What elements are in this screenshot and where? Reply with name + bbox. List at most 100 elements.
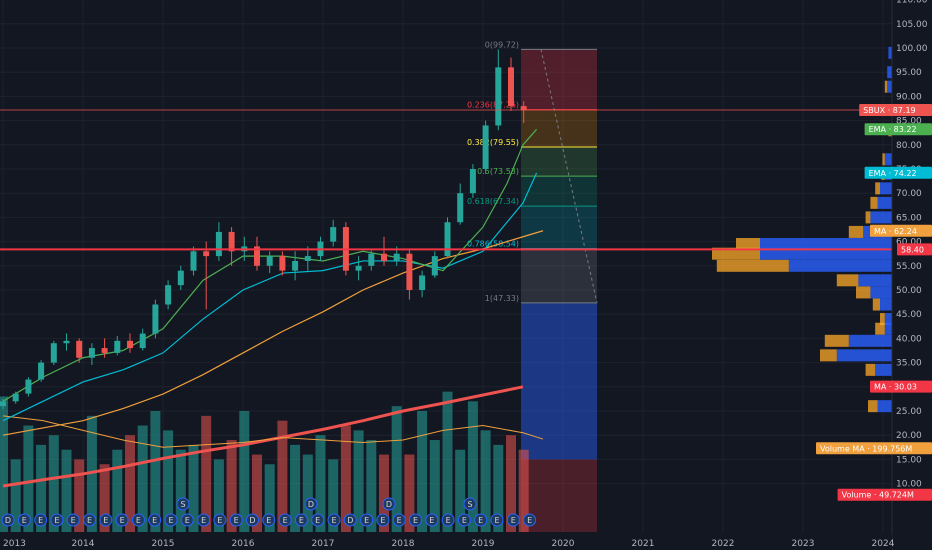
ema-fast-line — [2, 128, 538, 402]
earnings-marker — [131, 513, 145, 527]
volume-profile-row-buy — [880, 313, 885, 326]
candle-body — [393, 253, 400, 261]
candle-body — [482, 125, 489, 169]
candle-body — [88, 348, 95, 358]
price-tick-label: 50.00 — [896, 286, 922, 296]
earnings-marker-label: E — [87, 516, 92, 525]
earnings-marker-label: E — [413, 516, 418, 525]
volume-profile-row-buy — [875, 182, 880, 195]
earnings-marker — [83, 513, 96, 527]
candle-body — [50, 343, 57, 363]
time-tick-label: 2021 — [632, 539, 655, 549]
time-tick-label: 2014 — [72, 539, 95, 549]
fibonacci-retracement[interactable]: 0(99.72) 0.236(87.26) 0.382(79.55) 0.5(73.5… — [467, 40, 598, 532]
price-axis-bg — [892, 0, 932, 550]
volume-profile-row-sell — [760, 247, 892, 260]
earnings-marker-label: E — [22, 516, 27, 525]
fib-band — [521, 176, 597, 207]
candle-body — [114, 340, 121, 353]
candle-body — [355, 265, 362, 271]
time-axis[interactable]: 2013 2014 2015 2016 2017 2018 2019 2020 2021 2022… — [0, 534, 895, 550]
price-tick-label: 25.00 — [896, 407, 922, 417]
volume-short-ma-line — [2, 415, 544, 448]
price-axis[interactable]: 10.0015.0020.0025.0030.0035.0040.0045.00… — [891, 0, 932, 550]
price-axis-badge-text: Volume · 49.724M — [842, 491, 914, 500]
candle-body — [444, 222, 451, 257]
volume-bar — [429, 440, 440, 532]
earnings-marker — [278, 513, 292, 527]
volume-bar — [36, 444, 47, 532]
candle-body — [330, 227, 337, 242]
volume-bar — [163, 430, 174, 532]
volume-bar — [188, 444, 199, 532]
dividend-marker — [382, 497, 396, 511]
fib-band — [521, 206, 597, 249]
volume-profile-row-buy — [865, 363, 876, 376]
earnings-marker-label: E — [120, 516, 125, 525]
candle-body — [165, 285, 172, 305]
time-tick-label: 2016 — [232, 539, 255, 549]
volume-profile-row-buy — [820, 349, 837, 362]
time-axis-bg — [0, 534, 892, 550]
volume-profile-row-sell — [888, 46, 892, 59]
candle-body — [520, 106, 527, 110]
earnings-marker — [262, 513, 276, 527]
price-tick-label: 110.00 — [896, 0, 928, 6]
candle-body — [406, 253, 413, 290]
dividend-marker-label: D — [386, 500, 392, 509]
volume-bar — [112, 449, 123, 532]
price-axis-badge-text: MA · 62.24 — [874, 227, 917, 236]
fib-band — [521, 248, 597, 303]
price-axis-badge — [837, 488, 932, 501]
earnings-marker — [392, 513, 406, 527]
volume-bar — [417, 411, 428, 532]
volume-profile-row-sell — [884, 153, 892, 166]
earnings-marker — [474, 513, 488, 527]
fib-level-label: 1(47.33) — [485, 294, 519, 303]
earnings-marker — [229, 513, 243, 527]
price-tick-label: 40.00 — [896, 334, 922, 344]
price-axis-badge — [897, 243, 932, 256]
price-axis-labels: SBUX · 87.19 EMA · 83.22 EMA · 74.22 MA · 6… — [816, 104, 932, 501]
volume-bar — [23, 425, 34, 532]
volume-ma-line — [2, 385, 524, 488]
volume-profile-row-buy — [884, 80, 888, 93]
dividend-marker — [463, 497, 477, 511]
earnings-marker — [115, 513, 129, 527]
event-markers[interactable]: D E E E E E E E E E E E E E E D E E E E E D E E E E E E E E E E ES D D S — [1, 497, 537, 527]
horizontal-lines[interactable] — [0, 109, 892, 251]
price-tick-label: 100.00 — [896, 44, 928, 54]
earnings-marker-label: E — [283, 516, 288, 525]
volume-profile-row-buy — [824, 334, 849, 347]
price-axis-badge-text: SBUX · 87.19 — [863, 106, 915, 115]
price-tick-label: 35.00 — [896, 359, 922, 369]
earnings-marker — [376, 513, 390, 527]
earnings-marker — [50, 513, 64, 527]
volume-bar — [290, 444, 301, 532]
volume-profile-row-sell — [884, 322, 892, 335]
earnings-marker — [66, 513, 80, 527]
earnings-marker — [148, 513, 162, 527]
candle-body — [381, 253, 387, 261]
earnings-marker — [441, 513, 455, 527]
candle-body — [177, 270, 184, 286]
price-axis-badge-text: EMA · 83.22 — [869, 125, 917, 134]
dividend-marker — [176, 497, 190, 511]
price-tick-label: 105.00 — [896, 20, 928, 30]
price-axis-badge — [859, 104, 932, 117]
earnings-marker — [409, 513, 422, 527]
volume-bar — [404, 454, 415, 532]
volume-profile-row-buy — [716, 259, 789, 272]
candle-body — [63, 340, 70, 344]
earnings-marker-label: E — [168, 516, 173, 525]
volume-profile-row-sell — [887, 80, 892, 93]
volume-bar — [493, 444, 504, 532]
dividend-marker — [304, 497, 318, 511]
dividend-marker-label: S — [467, 500, 472, 509]
volume-profile-row-sell — [875, 363, 892, 376]
volume-profile-row-sell — [880, 298, 892, 311]
volume-profile-row-buy — [836, 274, 859, 287]
volume-bar — [480, 430, 491, 532]
earnings-marker — [343, 513, 357, 527]
